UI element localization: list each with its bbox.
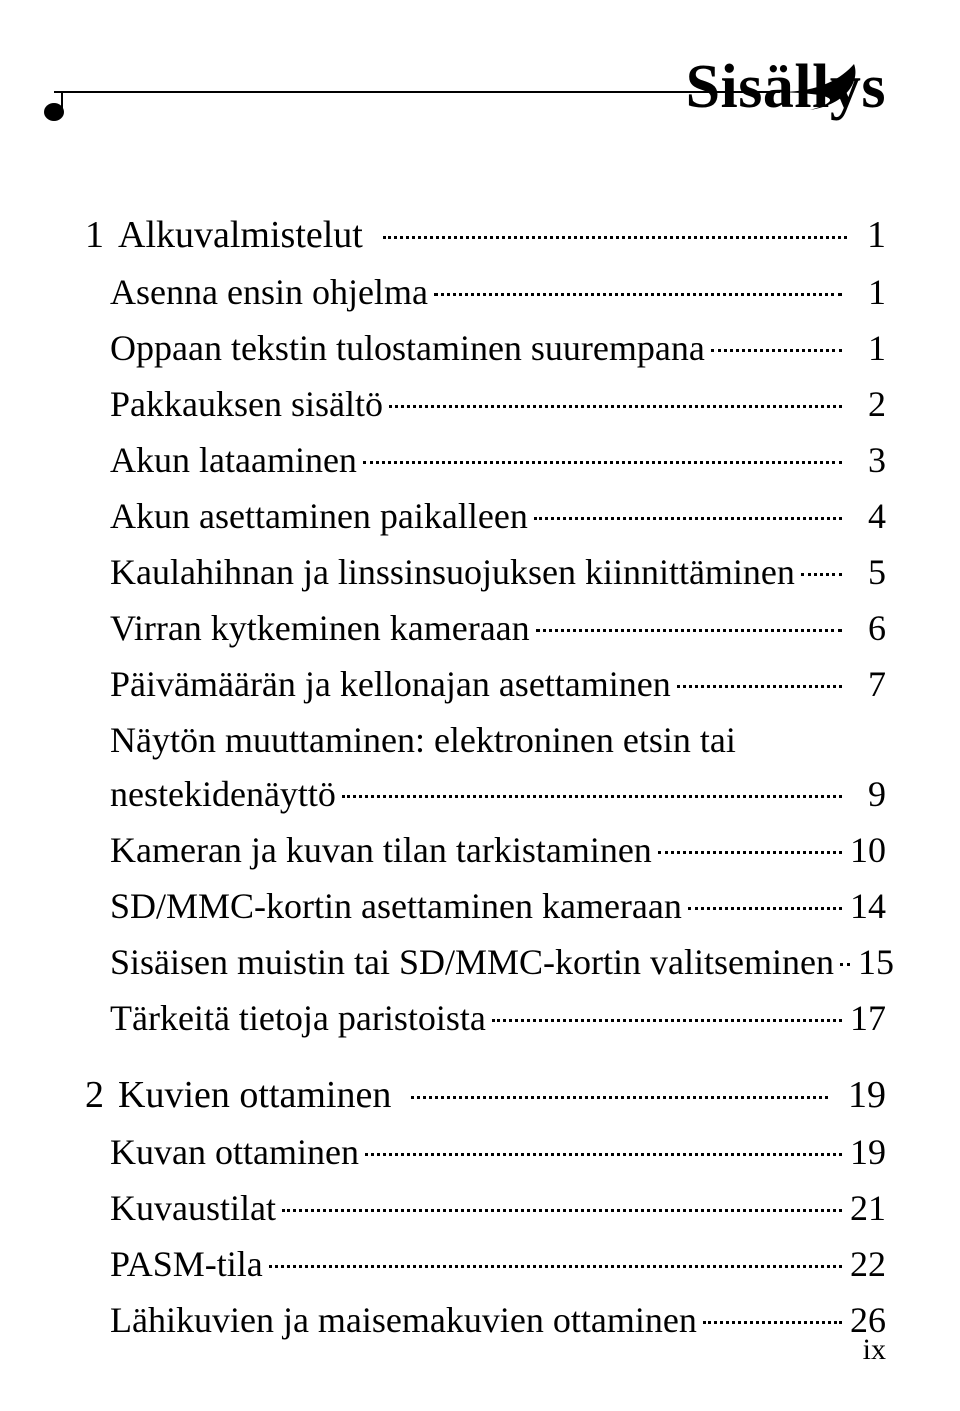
entry-label: Sisäisen muistin tai SD/MMC-kortin valit…: [110, 935, 834, 989]
leader-dots: [534, 517, 842, 520]
toc-entry: Akun asettaminen paikalleen 4: [110, 489, 886, 543]
toc-entry: Pakkauksen sisältö 2: [110, 377, 886, 431]
entry-label: Tärkeitä tietoja paristoista: [110, 991, 486, 1045]
toc-entry: Tärkeitä tietoja paristoista 17: [110, 991, 886, 1045]
entry-label: Kameran ja kuvan tilan tarkistaminen: [110, 823, 652, 877]
toc-entry: Kuvan ottaminen 19: [110, 1125, 886, 1179]
leader-dots: [389, 405, 842, 408]
leader-dots: [840, 963, 850, 966]
entry-page: 17: [848, 991, 886, 1045]
leader-dots: [383, 236, 847, 239]
entry-label: Akun lataaminen: [110, 433, 357, 487]
entry-label: Päivämäärän ja kellonajan asettaminen: [110, 657, 671, 711]
toc-entry: Asenna ensin ohjelma 1: [110, 265, 886, 319]
leader-dots: [711, 349, 842, 352]
toc-entry: Oppaan tekstin tulostaminen suurempana 1: [110, 321, 886, 375]
entry-page: 22: [848, 1237, 886, 1291]
entry-page: 5: [848, 545, 886, 599]
page: Sisällys 1 Alkuvalmistelut 1 Asenna ensi…: [0, 0, 960, 1411]
leader-dots: [363, 461, 842, 464]
toc-entry: Kuvaustilat 21: [110, 1181, 886, 1235]
entry-page: 10: [848, 823, 886, 877]
leader-dots: [536, 629, 842, 632]
leader-dots: [411, 1096, 828, 1099]
entry-label: Kaulahihnan ja linssinsuojuksen kiinnitt…: [110, 545, 795, 599]
toc-chapter: 2 Kuvien ottaminen 19: [64, 1073, 886, 1117]
table-of-contents: 1 Alkuvalmistelut 1 Asenna ensin ohjelma…: [110, 213, 886, 1347]
leader-dots: [688, 907, 842, 910]
entry-page: 19: [848, 1125, 886, 1179]
chapter-page: 1: [867, 213, 886, 257]
leader-dots: [282, 1209, 842, 1212]
entry-page: 21: [848, 1181, 886, 1235]
entry-label: Asenna ensin ohjelma: [110, 265, 428, 319]
leader-dots: [492, 1019, 842, 1022]
toc-entry: PASM-tila 22: [110, 1237, 886, 1291]
toc-entry: Virran kytkeminen kameraan 6: [110, 601, 886, 655]
toc-entry: Lähikuvien ja maisemakuvien ottaminen 26: [110, 1293, 886, 1347]
entry-label: Lähikuvien ja maisemakuvien ottaminen: [110, 1293, 697, 1347]
entry-page: 4: [848, 489, 886, 543]
leader-dots: [269, 1265, 842, 1268]
leader-dots: [658, 851, 842, 854]
leader-dots: [342, 795, 842, 798]
entry-label: PASM-tila: [110, 1237, 263, 1291]
leader-dots: [434, 293, 842, 296]
entry-page: 2: [848, 377, 886, 431]
entry-label-line2: nestekidenäyttö: [110, 767, 336, 821]
toc-chapter: 1 Alkuvalmistelut 1: [64, 213, 886, 257]
leader-dots: [677, 685, 842, 688]
leader-dots: [365, 1153, 842, 1156]
entry-page: 3: [848, 433, 886, 487]
entry-label: Pakkauksen sisältö: [110, 377, 383, 431]
entry-label: Virran kytkeminen kameraan: [110, 601, 530, 655]
entry-page: 14: [848, 879, 886, 933]
entry-label: Oppaan tekstin tulostaminen suurempana: [110, 321, 705, 375]
entry-label: Akun asettaminen paikalleen: [110, 489, 528, 543]
entry-page: 1: [848, 265, 886, 319]
chapter-number: 2: [64, 1073, 104, 1117]
entry-label: Kuvaustilat: [110, 1181, 276, 1235]
leader-dots: [801, 573, 842, 576]
page-title: Sisällys: [110, 52, 886, 123]
entry-page: 15: [856, 935, 894, 989]
toc-entry: Akun lataaminen 3: [110, 433, 886, 487]
toc-entry: Näytön muuttaminen: elektroninen etsin t…: [110, 713, 886, 821]
toc-entry: Kameran ja kuvan tilan tarkistaminen 10: [110, 823, 886, 877]
chapter-label: Kuvien ottaminen: [118, 1073, 391, 1117]
toc-entry: Kaulahihnan ja linssinsuojuksen kiinnitt…: [110, 545, 886, 599]
leader-dots: [703, 1321, 842, 1324]
toc-entry: SD/MMC-kortin asettaminen kameraan 14: [110, 879, 886, 933]
entry-page: 6: [848, 601, 886, 655]
chapter-label: Alkuvalmistelut: [118, 213, 363, 257]
entry-page: 9: [848, 767, 886, 821]
entry-label-line1: Näytön muuttaminen: elektroninen etsin t…: [110, 713, 886, 767]
entry-page: 7: [848, 657, 886, 711]
toc-entry: Päivämäärän ja kellonajan asettaminen 7: [110, 657, 886, 711]
chapter-page: 19: [848, 1073, 886, 1117]
entry-label: Kuvan ottaminen: [110, 1125, 359, 1179]
page-number: ix: [863, 1333, 886, 1367]
entry-page: 1: [848, 321, 886, 375]
toc-entry: Sisäisen muistin tai SD/MMC-kortin valit…: [110, 935, 886, 989]
entry-label: SD/MMC-kortin asettaminen kameraan: [110, 879, 682, 933]
chapter-number: 1: [64, 213, 104, 257]
